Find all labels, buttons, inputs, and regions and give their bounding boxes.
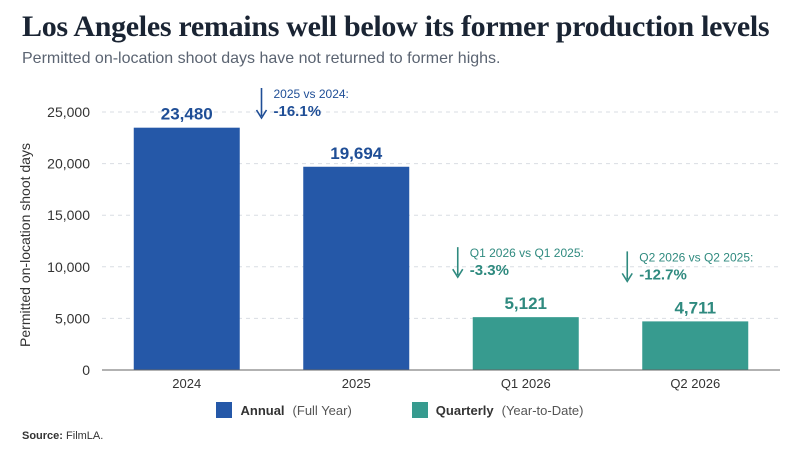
legend: Annual (Full Year) Quarterly (Year-to-Da…	[0, 402, 800, 418]
x-tick-label: Q2 2026	[670, 376, 720, 391]
legend-swatch-quarterly	[411, 402, 428, 418]
x-tick-label: 2025	[342, 376, 371, 391]
bar-value-label: 19,694	[330, 144, 383, 163]
x-tick-label: Q1 2026	[501, 376, 551, 391]
down-arrow-head-icon	[255, 109, 268, 120]
bar-value-label: 5,121	[504, 294, 547, 313]
legend-name: Quarterly	[435, 402, 494, 418]
chart-title: Los Angeles remains well below its forme…	[22, 10, 770, 43]
legend-item-quarterly: Quarterly (Year-to-Date)	[411, 402, 584, 418]
annotation-label: 2025 vs 2024:	[274, 87, 349, 101]
down-arrow-head-icon	[621, 272, 633, 283]
y-tick-label: 5,000	[55, 310, 90, 326]
bar-2025	[303, 166, 410, 370]
y-tick-label: 15,000	[47, 207, 90, 223]
y-tick-label: 10,000	[47, 259, 90, 275]
annotation-label: Q1 2026 vs Q1 2025:	[470, 246, 584, 260]
y-tick-label: 20,000	[47, 156, 90, 172]
bar-q1-2026	[472, 317, 579, 370]
bar-q2-2026	[642, 321, 749, 370]
annotation-value: -12.7%	[639, 266, 687, 283]
y-tick-label: 25,000	[47, 104, 90, 120]
legend-desc: (Year-to-Date)	[501, 402, 584, 418]
bar-value-label: 23,480	[161, 105, 213, 124]
y-axis-label: Permitted on-location shoot days	[17, 143, 33, 347]
bar-value-label: 4,711	[674, 298, 716, 317]
bar-chart: 0 5,000 10,000 15,000 20,000 25,000 Permitted …	[17, 87, 780, 391]
x-tick-label: 2024	[172, 376, 201, 391]
legend-swatch-annual	[216, 402, 233, 418]
y-tick-label: 0	[82, 362, 90, 378]
legend-item-annual: Annual (Full Year)	[216, 402, 352, 418]
annotation-value: -3.3%	[470, 262, 509, 279]
source-note: Source: FilmLA.	[22, 430, 103, 442]
bar-2024	[133, 127, 240, 370]
annotation-label: Q2 2026 vs Q2 2025:	[639, 250, 753, 264]
down-arrow-head-icon	[452, 268, 464, 279]
chart-subtitle: Permitted on-location shoot days have no…	[22, 50, 501, 67]
legend-name: Annual	[240, 402, 285, 418]
annotation-value: -16.1%	[274, 103, 322, 120]
source-text: FilmLA.	[66, 430, 104, 442]
source-label: Source:	[22, 430, 63, 442]
legend-desc: (Full Year)	[292, 402, 352, 418]
